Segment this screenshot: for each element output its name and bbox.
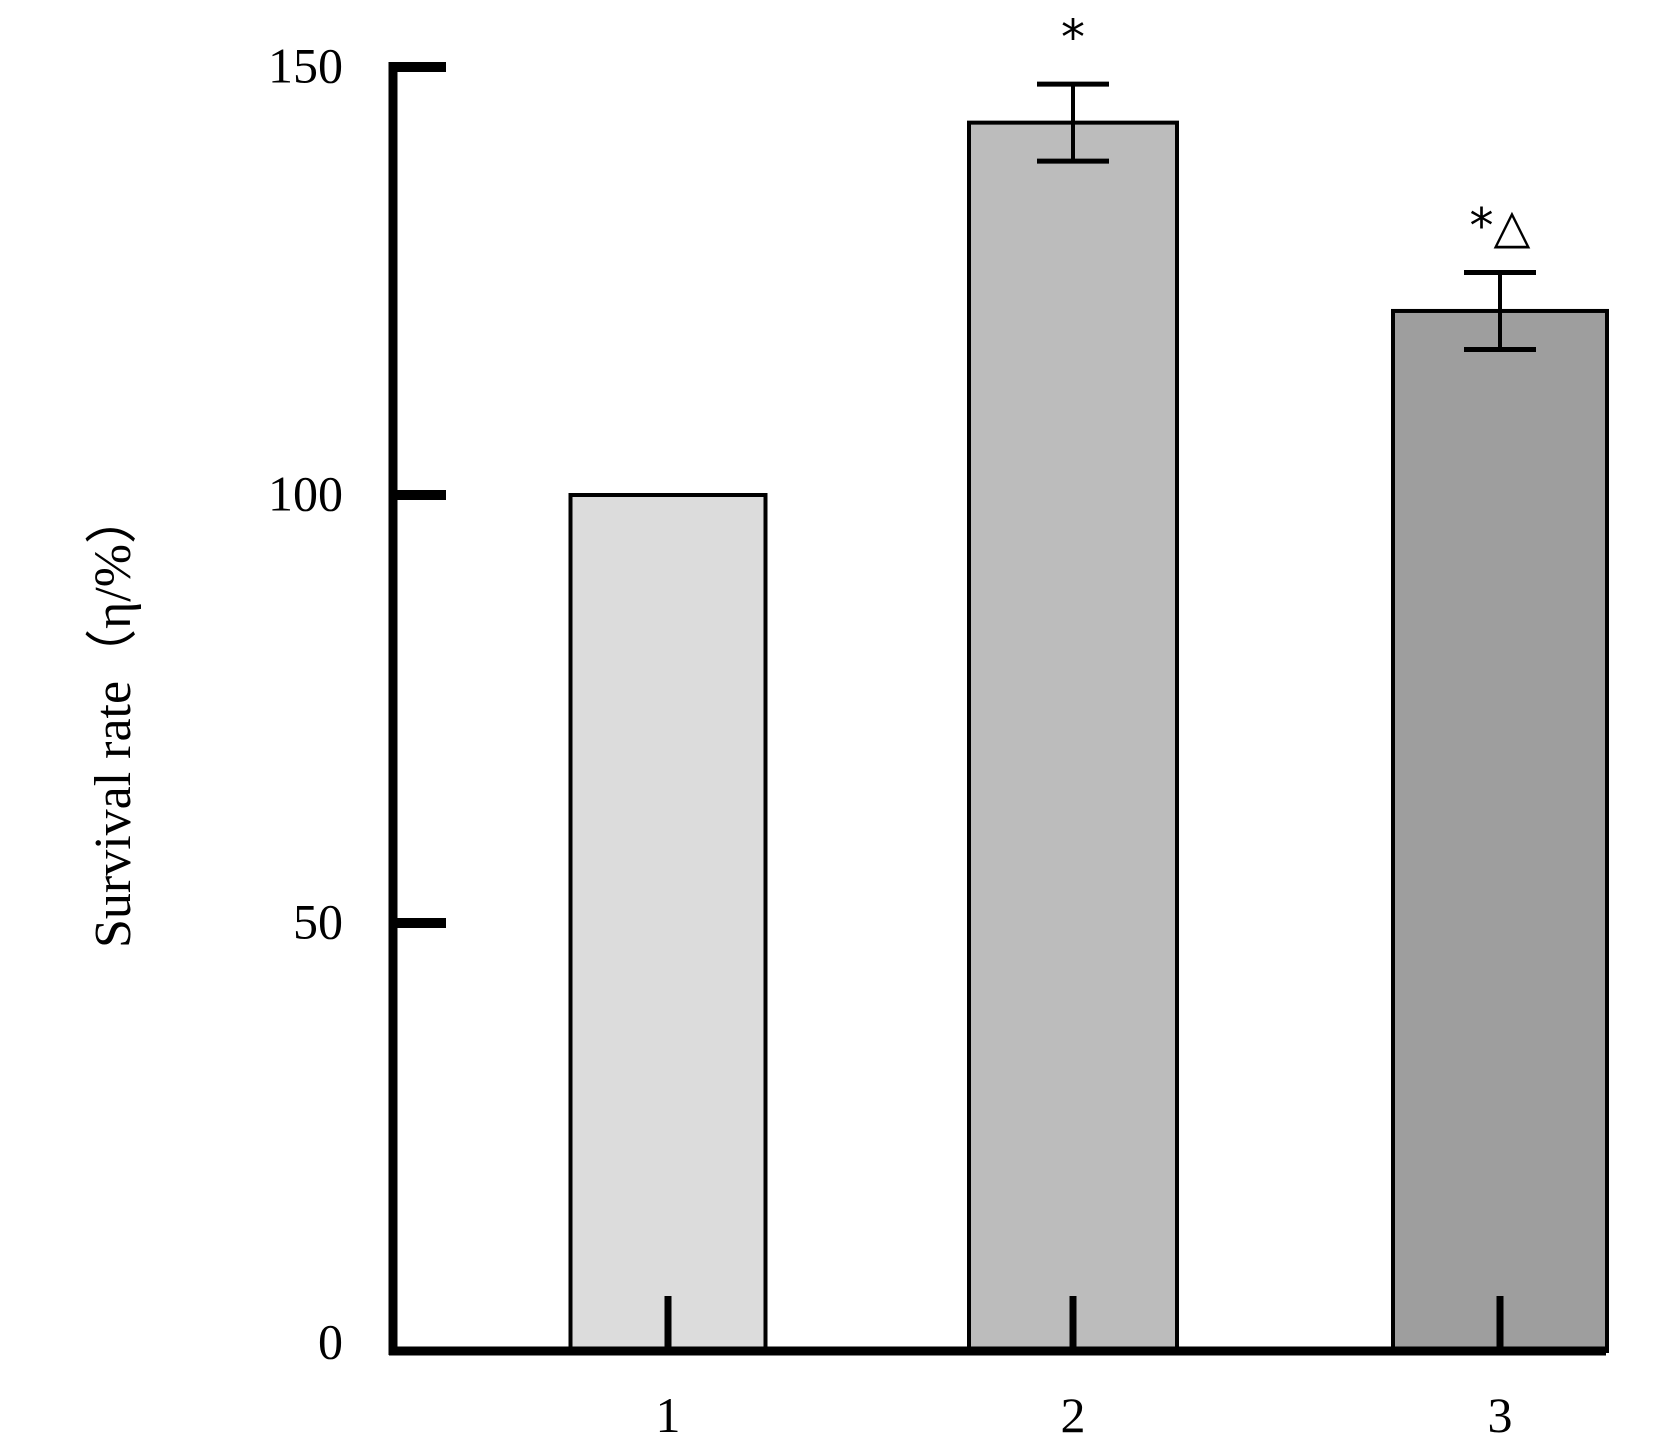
significance-label-3: *△ bbox=[1470, 198, 1531, 254]
bar-2 bbox=[967, 120, 1179, 1353]
x-tick-label-2: 2 bbox=[1061, 1387, 1086, 1443]
x-ticks-layer: 1 2 3 bbox=[656, 1296, 1513, 1443]
y-tick-label-0: 0 bbox=[318, 1313, 343, 1369]
axes-layer bbox=[388, 62, 1606, 1356]
bar-1 bbox=[568, 493, 768, 1353]
bar-3 bbox=[1391, 308, 1609, 1354]
x-tick-label-3: 3 bbox=[1488, 1387, 1513, 1443]
bars-layer bbox=[568, 120, 1609, 1354]
significance-label-2: * bbox=[1061, 10, 1085, 66]
y-axis-label: Survival rate（η/%） bbox=[85, 492, 142, 948]
y-ticks-layer: 0 50 100 150 bbox=[268, 37, 446, 1369]
y-tick-label-150: 150 bbox=[268, 37, 343, 93]
significance-layer: * *△ bbox=[1061, 10, 1531, 254]
y-tick-label-50: 50 bbox=[293, 893, 343, 949]
error-bars-layer bbox=[1037, 81, 1536, 352]
x-tick-label-1: 1 bbox=[656, 1387, 681, 1443]
y-tick-label-100: 100 bbox=[268, 465, 343, 521]
